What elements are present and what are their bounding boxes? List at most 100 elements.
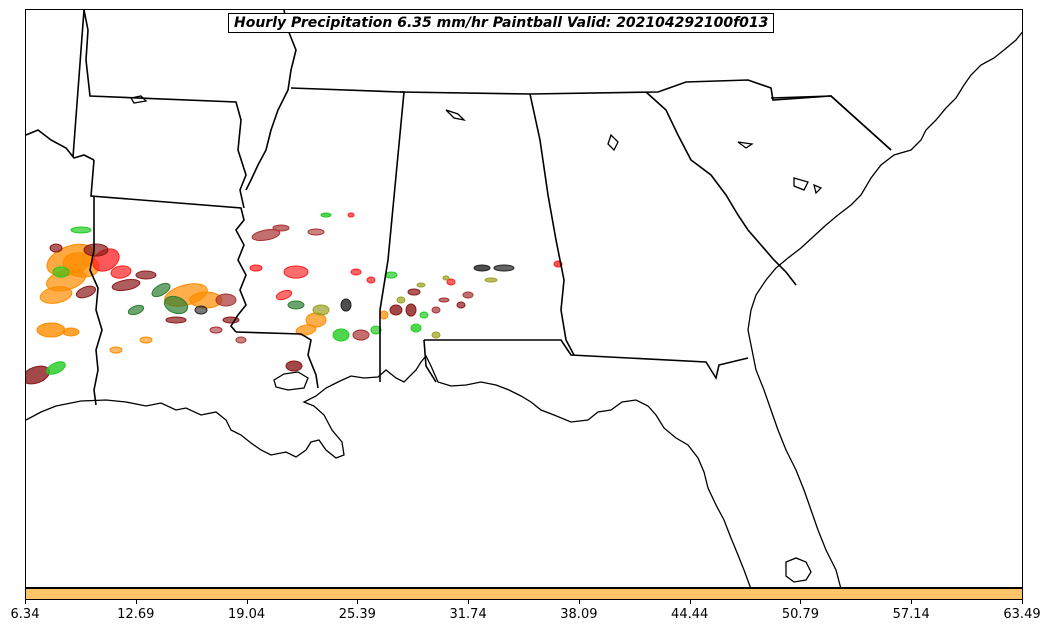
precip-paintball: [366, 276, 376, 284]
precip-paintball: [384, 271, 398, 279]
precip-paintball: [70, 226, 92, 234]
precip-paintball: [484, 277, 498, 283]
precip-paintball: [389, 304, 403, 316]
colorbar-tick: [911, 600, 913, 604]
coastlines: [26, 31, 1022, 587]
precip-paintball: [416, 282, 426, 288]
precipitation-paintballs: [26, 212, 563, 385]
precip-paintball: [272, 224, 290, 232]
colorbar-tick: [25, 600, 26, 604]
precip-paintball: [52, 266, 70, 278]
border-la-ms: [235, 331, 319, 389]
precip-paintball: [396, 296, 406, 304]
precip-paintball: [379, 310, 389, 320]
reservoir-2: [445, 109, 466, 122]
colorbar-tick-label: 19.04: [227, 607, 266, 622]
map-canvas: [26, 10, 1022, 587]
precip-paintball: [46, 361, 66, 375]
reservoir-6: [813, 183, 823, 195]
coastline-atlantic: [747, 31, 1022, 351]
precip-paintball: [111, 279, 141, 291]
precip-paintball: [49, 243, 63, 253]
colorbar-tick-label: 12.69: [117, 607, 155, 622]
precip-paintball: [110, 265, 132, 279]
border-nc-sc: [770, 95, 892, 151]
border-ms-river: [245, 10, 297, 191]
precip-paintball: [410, 323, 422, 333]
coastline-gulf-west: [26, 354, 751, 587]
border-tx-la: [89, 196, 103, 406]
precip-paintball: [405, 303, 417, 317]
precip-paintball: [139, 336, 153, 344]
precip-paintball: [431, 331, 441, 339]
precip-paintball: [163, 295, 189, 315]
border-mississippi-river: [83, 10, 247, 209]
colorbar-tick: [468, 600, 470, 604]
colorbar-tick-label: 31.74: [449, 607, 487, 622]
precip-paintball: [340, 298, 352, 312]
precip-paintball: [75, 285, 97, 299]
precip-paintball: [39, 286, 73, 304]
border-ga-sc: [645, 91, 797, 286]
reservoir-4: [737, 141, 754, 149]
precip-paintball: [407, 288, 421, 296]
colorbar-tick: [800, 600, 802, 604]
precip-paintball: [446, 278, 456, 286]
border-ms-al: [379, 91, 405, 382]
colorbar-tick: [246, 600, 248, 604]
colorbar-tick-label: 38.09: [560, 607, 598, 622]
precip-paintball: [332, 328, 350, 342]
colorbar-tick-label: 44.44: [671, 607, 709, 622]
precip-paintball: [347, 212, 355, 218]
precip-paintball: [194, 305, 208, 315]
colorbar-tick: [1022, 600, 1023, 604]
precip-paintball: [215, 293, 237, 307]
map-title: Hourly Precipitation 6.35 mm/hr Paintbal…: [228, 13, 775, 33]
precip-paintball: [135, 270, 157, 280]
precip-paintball: [312, 304, 330, 316]
border-ar-la: [90, 159, 247, 333]
precip-paintball: [36, 322, 66, 338]
colorbar-tick-label: 57.14: [892, 607, 930, 622]
lake-okeechobee: [785, 557, 812, 583]
precip-paintball: [235, 336, 247, 344]
precip-paintball: [352, 329, 370, 341]
precip-paintball: [419, 311, 429, 319]
colorbar: [25, 588, 1023, 600]
precip-paintball: [283, 265, 309, 279]
colorbar-tick: [357, 600, 359, 604]
map-panel: [25, 9, 1023, 588]
colorbar-tick-label: 50.79: [781, 607, 820, 622]
precip-paintball: [442, 275, 450, 281]
precip-paintball: [62, 327, 80, 337]
precip-paintball: [249, 264, 263, 272]
reservoir-5: [793, 177, 809, 191]
precip-paintball: [295, 324, 317, 336]
precip-paintball: [456, 301, 466, 309]
border-tx-ok: [26, 129, 95, 161]
border-tn-south: [290, 79, 892, 151]
state-borders: [26, 10, 892, 406]
precip-paintball: [473, 264, 491, 272]
border-ok-ar: [72, 10, 85, 158]
lake-pontchartrain: [273, 371, 309, 391]
precip-paintball: [307, 228, 325, 236]
coastline-florida-east: [751, 349, 842, 587]
precip-paintball: [251, 229, 281, 241]
precip-paintball: [350, 268, 362, 276]
colorbar-tick-label: 6.34: [10, 607, 40, 622]
border-fl-north: [423, 339, 749, 383]
precip-paintball: [287, 300, 305, 310]
precip-paintball: [438, 297, 450, 303]
reservoir-3: [607, 133, 619, 152]
colorbar-tick-label: 63.49: [1003, 607, 1041, 622]
precip-paintball: [462, 291, 474, 299]
precip-paintball: [209, 326, 223, 334]
precip-paintball: [431, 306, 441, 314]
colorbar-tick: [135, 600, 137, 604]
precip-paintball: [151, 282, 171, 298]
precip-paintball: [26, 365, 50, 385]
precip-paintball: [370, 325, 382, 335]
colorbar-tick: [689, 600, 691, 604]
precip-paintball: [127, 304, 145, 316]
